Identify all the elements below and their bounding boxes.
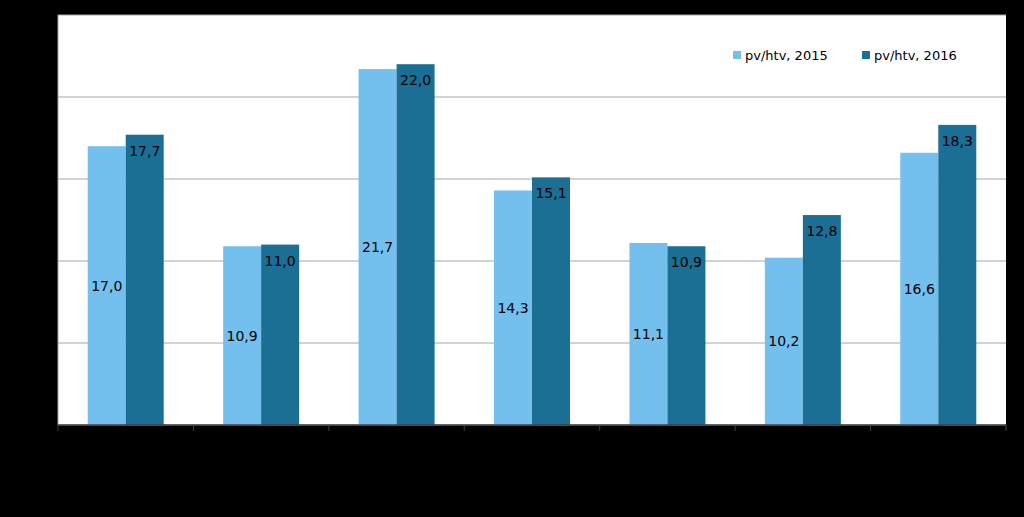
bar [494,190,532,425]
legend-label: pv/htv, 2015 [745,48,828,63]
bar [900,153,938,425]
chart: 17,0 10,9 21,7 14,3 11,1 10,2 16,6 17,7 11,0 22,0… [0,0,1024,517]
bar [126,135,164,425]
bar [261,245,299,425]
legend: pv/htv, 2015 pv/htv, 2016 [733,48,957,63]
bars [88,64,977,425]
data-label: 11,1 [633,326,664,342]
legend-label: pv/htv, 2016 [874,48,957,63]
x-tick [870,425,871,431]
legend-swatch [862,51,870,59]
bar [532,177,570,425]
x-tick [735,425,736,431]
bar [667,246,705,425]
x-tick [58,425,59,431]
data-label: 16,6 [904,281,935,297]
x-tick [328,425,329,431]
grid-line [58,97,1006,98]
bar [88,146,126,425]
grid-line [58,425,1006,426]
bar [223,246,261,425]
data-label: 10,9 [671,254,702,270]
data-label: 11,0 [265,253,296,269]
data-label: 10,9 [227,328,258,344]
data-label: 22,0 [400,72,431,88]
data-label: 18,3 [942,133,973,149]
x-tick [464,425,465,431]
bar [803,215,841,425]
bar [938,125,976,425]
grid-line [58,15,1006,16]
bar [629,243,667,425]
data-label: 15,1 [535,185,566,201]
x-tick [1006,425,1007,431]
data-label: 17,0 [91,278,122,294]
background [0,0,1024,517]
data-label: 17,7 [129,143,160,159]
bar [397,64,435,425]
data-label: 21,7 [362,239,393,255]
legend-swatch [733,51,741,59]
data-label: 14,3 [497,300,528,316]
bar [359,69,397,425]
data-label: 10,2 [768,333,799,349]
y-axis-line [58,15,59,425]
x-tick [193,425,194,431]
bar [765,258,803,425]
x-tick [599,425,600,431]
data-labels: 17,0 10,9 21,7 14,3 11,1 10,2 16,6 17,7 11,0 22,0… [91,72,973,349]
plot-area [58,15,1006,425]
data-label: 12,8 [806,223,837,239]
x-axis-line [58,424,1006,426]
